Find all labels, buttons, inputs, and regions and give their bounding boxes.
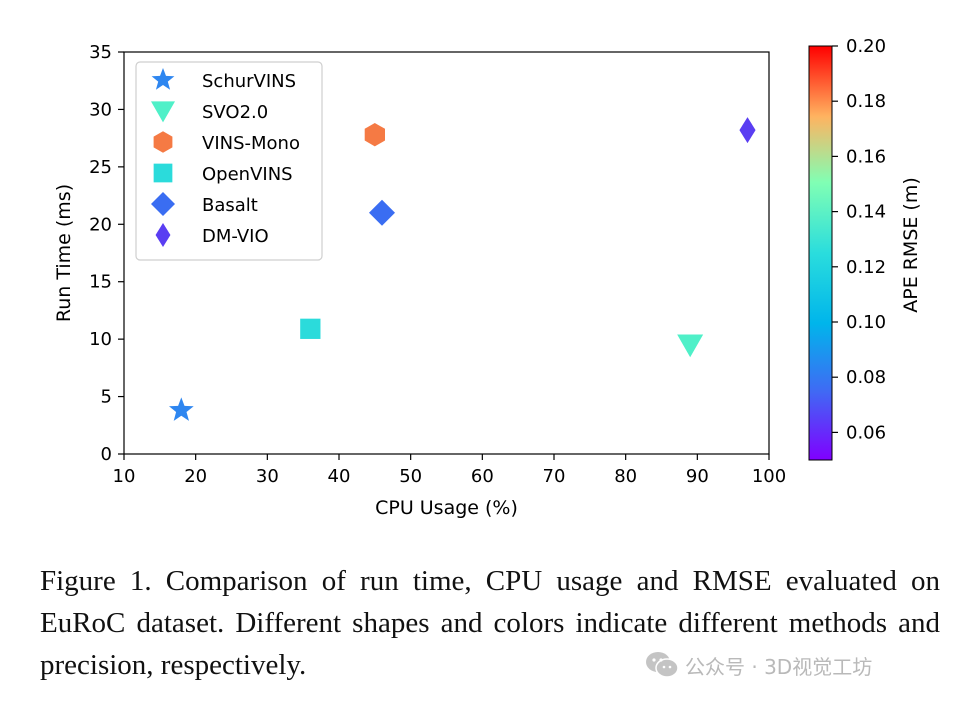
- wechat-icon: [646, 652, 679, 678]
- y-tick-label: 20: [89, 214, 112, 235]
- legend-label: SchurVINS: [202, 71, 296, 92]
- colorbar-tick-label: 0.16: [846, 146, 886, 167]
- x-tick-label: 80: [614, 466, 637, 487]
- y-tick-label: 25: [89, 157, 112, 178]
- figure-caption: Figure 1. Comparison of run time, CPU us…: [40, 565, 940, 681]
- legend-label: SVO2.0: [202, 102, 268, 123]
- colorbar-tick-label: 0.08: [846, 367, 886, 388]
- legend-marker-dm-vio: [155, 223, 171, 247]
- y-axis-label: Run Time (ms): [53, 184, 75, 322]
- y-tick-label: 10: [89, 329, 112, 350]
- x-tick-label: 70: [543, 466, 566, 487]
- point-basalt: [369, 199, 395, 226]
- x-tick-label: 50: [399, 466, 422, 487]
- point-schurvins: [169, 397, 194, 421]
- x-tick-label: 90: [686, 466, 709, 487]
- legend-marker-schurvins: [151, 68, 175, 90]
- colorbar-tick-label: 0.10: [846, 312, 886, 333]
- legend-marker-svo2-0: [151, 101, 175, 123]
- plot-frame: [123, 51, 770, 455]
- colorbar-tick-label: 0.14: [846, 202, 886, 223]
- point-openvins: [300, 318, 321, 339]
- y-tick-label: 15: [89, 272, 112, 293]
- legend-marker-basalt: [151, 192, 175, 216]
- colorbar-tick-label: 0.12: [846, 257, 886, 278]
- watermark-text: 公众号 · 3D视觉工坊: [685, 654, 873, 679]
- colorbar-label: APE RMSE (m): [900, 177, 922, 313]
- legend-label: VINS-Mono: [202, 133, 300, 154]
- x-tick-label: 10: [113, 466, 136, 487]
- watermark: 公众号 · 3D视觉工坊: [645, 650, 872, 680]
- legend-marker-vins-mono: [153, 131, 173, 153]
- point-dm-vio: [739, 117, 756, 144]
- colorbar: [808, 45, 833, 461]
- x-tick-label: 100: [752, 466, 786, 487]
- legend-marker-openvins: [153, 163, 173, 183]
- x-tick-label: 20: [184, 466, 207, 487]
- x-tick-label: 40: [328, 466, 351, 487]
- x-axis-label: CPU Usage (%): [375, 497, 518, 519]
- legend-box: [135, 61, 323, 261]
- y-tick-label: 5: [101, 387, 112, 408]
- y-tick-label: 30: [89, 99, 112, 120]
- x-tick-label: 60: [471, 466, 494, 487]
- point-svo2-0: [677, 334, 704, 358]
- legend-label: Basalt: [202, 195, 258, 216]
- scatter-chart: 10 20 30 40 50 60 70 80 90 100 0 5 10 15 20 25 30 35 CPU U…: [53, 36, 922, 519]
- point-vins-mono: [364, 123, 385, 147]
- y-tick-label: 35: [89, 42, 112, 63]
- legend-label: OpenVINS: [202, 164, 293, 185]
- y-tick-label: 0: [101, 444, 112, 465]
- colorbar-tick-label: 0.18: [846, 91, 886, 112]
- colorbar-tick-label: 0.06: [846, 422, 886, 443]
- legend-label: DM-VIO: [202, 226, 269, 247]
- colorbar-tick-label: 0.20: [846, 36, 886, 57]
- x-tick-label: 30: [256, 466, 279, 487]
